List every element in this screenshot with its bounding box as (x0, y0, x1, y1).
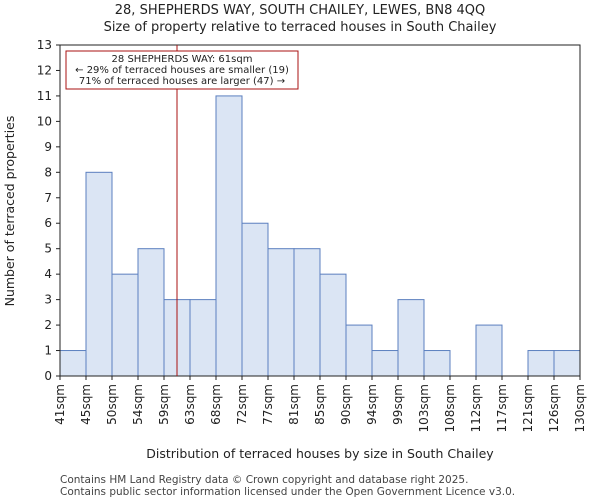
y-tick-label: 3 (44, 293, 52, 307)
bar-126sqm (553, 350, 581, 377)
bar-94sqm (371, 350, 399, 377)
x-tick-label: 94sqm (365, 384, 379, 425)
y-tick-label: 6 (44, 216, 52, 230)
y-axis-label: Number of terraced properties (2, 116, 17, 307)
bar-85sqm (319, 273, 347, 377)
y-tick-label: 8 (44, 165, 52, 179)
bar-72sqm (241, 222, 269, 377)
x-axis-label: Distribution of terraced houses by size … (146, 446, 494, 461)
bar-50sqm (111, 273, 139, 377)
bar-81sqm (293, 248, 321, 377)
annotation-line-3: 71% of terraced houses are larger (47) → (79, 76, 285, 87)
x-tick-label: 99sqm (391, 384, 405, 425)
bar-121sqm (527, 350, 555, 377)
bar-45sqm (85, 171, 113, 377)
x-tick-label: 63sqm (183, 384, 197, 425)
x-tick-label: 77sqm (261, 384, 275, 425)
x-tick-label: 72sqm (235, 384, 249, 425)
annotation-frame (65, 50, 299, 90)
x-tick-label: 126sqm (547, 384, 561, 432)
x-tick-label: 85sqm (313, 384, 327, 425)
x-tick-label: 54sqm (131, 384, 145, 425)
x-ticks: 41sqm 45sqm 50sqm 54sqm 59sqm 63sqm 68sqm 72sqm… (53, 376, 587, 432)
chart-subtitle: Size of property relative to terraced ho… (104, 20, 497, 35)
chart-title: 28, SHEPHERDS WAY, SOUTH CHAILEY, LEWES,… (115, 3, 485, 18)
x-tick-label: 90sqm (339, 384, 353, 425)
x-tick-label: 45sqm (79, 384, 93, 425)
bar-99sqm (397, 299, 425, 377)
y-tick-label: 2 (44, 318, 52, 332)
x-tick-label: 59sqm (157, 384, 171, 425)
x-tick-label: 108sqm (443, 384, 457, 432)
y-tick-label: 5 (44, 242, 52, 256)
bars-group (59, 95, 581, 377)
annotation-line-1: 28 SHEPHERDS WAY: 61sqm (112, 54, 253, 65)
bar-63sqm (189, 299, 217, 377)
y-tick-label: 4 (44, 267, 52, 281)
y-tick-label: 9 (44, 140, 52, 154)
y-tick-label: 10 (37, 114, 52, 128)
bar-41sqm (59, 350, 87, 377)
bar-90sqm (345, 324, 373, 377)
bar-77sqm (267, 248, 295, 377)
annotation-line-2: ← 29% of terraced houses are smaller (19… (75, 65, 289, 76)
x-tick-label: 41sqm (53, 384, 67, 425)
y-tick-label: 13 (37, 38, 52, 52)
x-tick-label: 130sqm (573, 384, 587, 432)
annotation-box: 28 SHEPHERDS WAY: 61sqm ← 29% of terrace… (65, 50, 299, 90)
x-tick-label: 112sqm (469, 384, 483, 432)
y-tick-label: 1 (44, 344, 52, 358)
footer-line-1: Contains HM Land Registry data © Crown c… (60, 474, 468, 486)
bar-54sqm (137, 248, 165, 377)
x-tick-label: 81sqm (287, 384, 301, 425)
plot-frame (59, 44, 581, 377)
x-tick-label: 117sqm (495, 384, 509, 432)
x-tick-label: 68sqm (209, 384, 223, 425)
y-tick-label: 7 (44, 191, 52, 205)
x-tick-label: 121sqm (521, 384, 535, 432)
y-tick-label: 11 (37, 89, 52, 103)
bar-68sqm (215, 95, 243, 377)
footer-line-2: Contains public sector information licen… (60, 486, 515, 498)
y-tick-label: 0 (44, 369, 52, 383)
x-tick-label: 103sqm (417, 384, 431, 432)
bar-112sqm (475, 324, 503, 377)
x-tick-label: 50sqm (105, 384, 119, 425)
y-tick-label: 12 (37, 63, 52, 77)
bar-103sqm (423, 350, 451, 377)
